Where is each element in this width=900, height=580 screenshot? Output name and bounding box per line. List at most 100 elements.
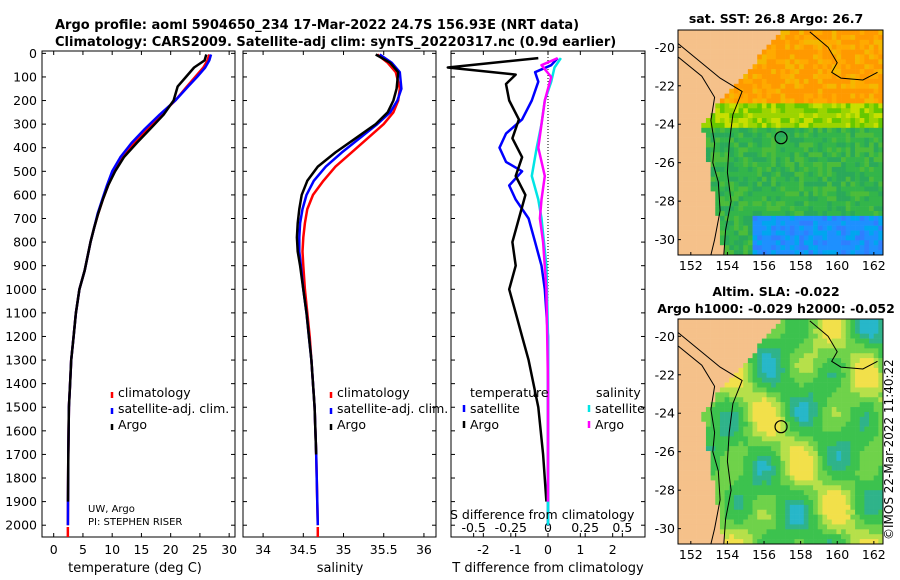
map-cell [771,54,777,60]
map-cell [701,509,707,515]
map-cell [780,451,786,457]
map-cell [869,353,874,359]
map-cell [757,416,763,423]
map-cell [752,436,758,442]
map-cell [789,83,795,89]
map-cell [789,333,795,339]
map-cell [808,529,814,535]
map-cell [705,34,711,41]
map-cell [803,127,809,134]
map-cell [831,93,837,99]
map-cell [878,367,884,374]
map-cell [799,504,805,511]
map-cell [780,328,786,334]
map-cell [845,166,851,173]
map-cell [701,402,707,408]
map-cell [752,407,758,413]
map-cell [738,113,744,119]
map-cell [705,245,711,251]
map-cell [850,206,856,212]
map-cell [752,245,758,251]
map-cell [775,490,781,496]
map-cell [747,460,753,467]
map-cell [691,446,697,452]
map-cell [691,382,697,388]
map-cell [803,460,809,467]
map-cell [766,431,772,437]
map-cell [705,127,711,134]
map-cell [841,338,847,344]
map-cell [761,353,767,359]
map-cell [705,93,711,99]
map-cell [813,186,819,192]
map-cell [715,392,721,398]
map-cell [705,397,711,403]
map-cell [705,30,711,36]
map-cell [682,191,688,197]
map-cell [705,191,711,197]
map-cell [757,426,763,432]
map-cell [789,382,795,388]
map-cell [710,108,716,114]
map-cell [864,230,870,236]
map-cell [794,455,800,462]
map-cell [855,514,861,520]
map-cell [845,132,851,138]
s-tick-label: -0.5 [461,520,485,535]
map-cell [724,328,730,334]
lat-tick-label: -28 [655,483,675,498]
map-cell [813,83,819,89]
map-cell [766,230,772,236]
map-cell [715,108,721,114]
map-cell [766,69,772,75]
map-cell [799,83,805,89]
map-cell [855,485,861,491]
map-cell [705,377,711,383]
map-cell [738,132,744,138]
map-cell [747,127,753,134]
series-argo [295,53,400,455]
map-cell [780,98,786,104]
map-cell [864,88,870,94]
map-cell [808,343,814,349]
map-cell [799,122,805,129]
map-cell [789,499,795,506]
map-cell [813,431,819,437]
map-cell [850,475,856,481]
map-cell [691,441,697,447]
map-cell [747,210,753,217]
map-cell [841,30,847,36]
map-cell [869,74,874,80]
map-cell [817,436,823,442]
map-cell [729,98,735,104]
map-cell [771,524,777,530]
map-cell [761,382,767,388]
map-cell [817,504,823,511]
map-cell [794,411,800,418]
map-cell [743,343,749,349]
map-cell [803,215,809,222]
map-cell [682,230,688,236]
map-cell [752,162,758,168]
lat-tick-label: -30 [655,232,675,247]
map-cell [817,402,823,408]
map-cell [775,455,781,462]
map-cell [799,30,805,36]
map-cell [687,499,693,506]
map-cell [771,387,777,393]
map-cell [761,88,767,94]
map-cell [803,539,809,545]
map-cell [845,64,851,70]
map-cell [855,108,861,114]
map-cell [850,480,856,486]
map-cell [855,490,861,496]
map-cell [766,210,772,217]
map-cell [808,147,814,153]
map-cell [766,93,772,99]
map-cell [789,196,795,202]
map-cell [799,191,805,197]
map-cell [878,250,884,256]
map-cell [747,377,753,383]
map-cell [817,39,823,45]
map-cell [822,382,828,388]
